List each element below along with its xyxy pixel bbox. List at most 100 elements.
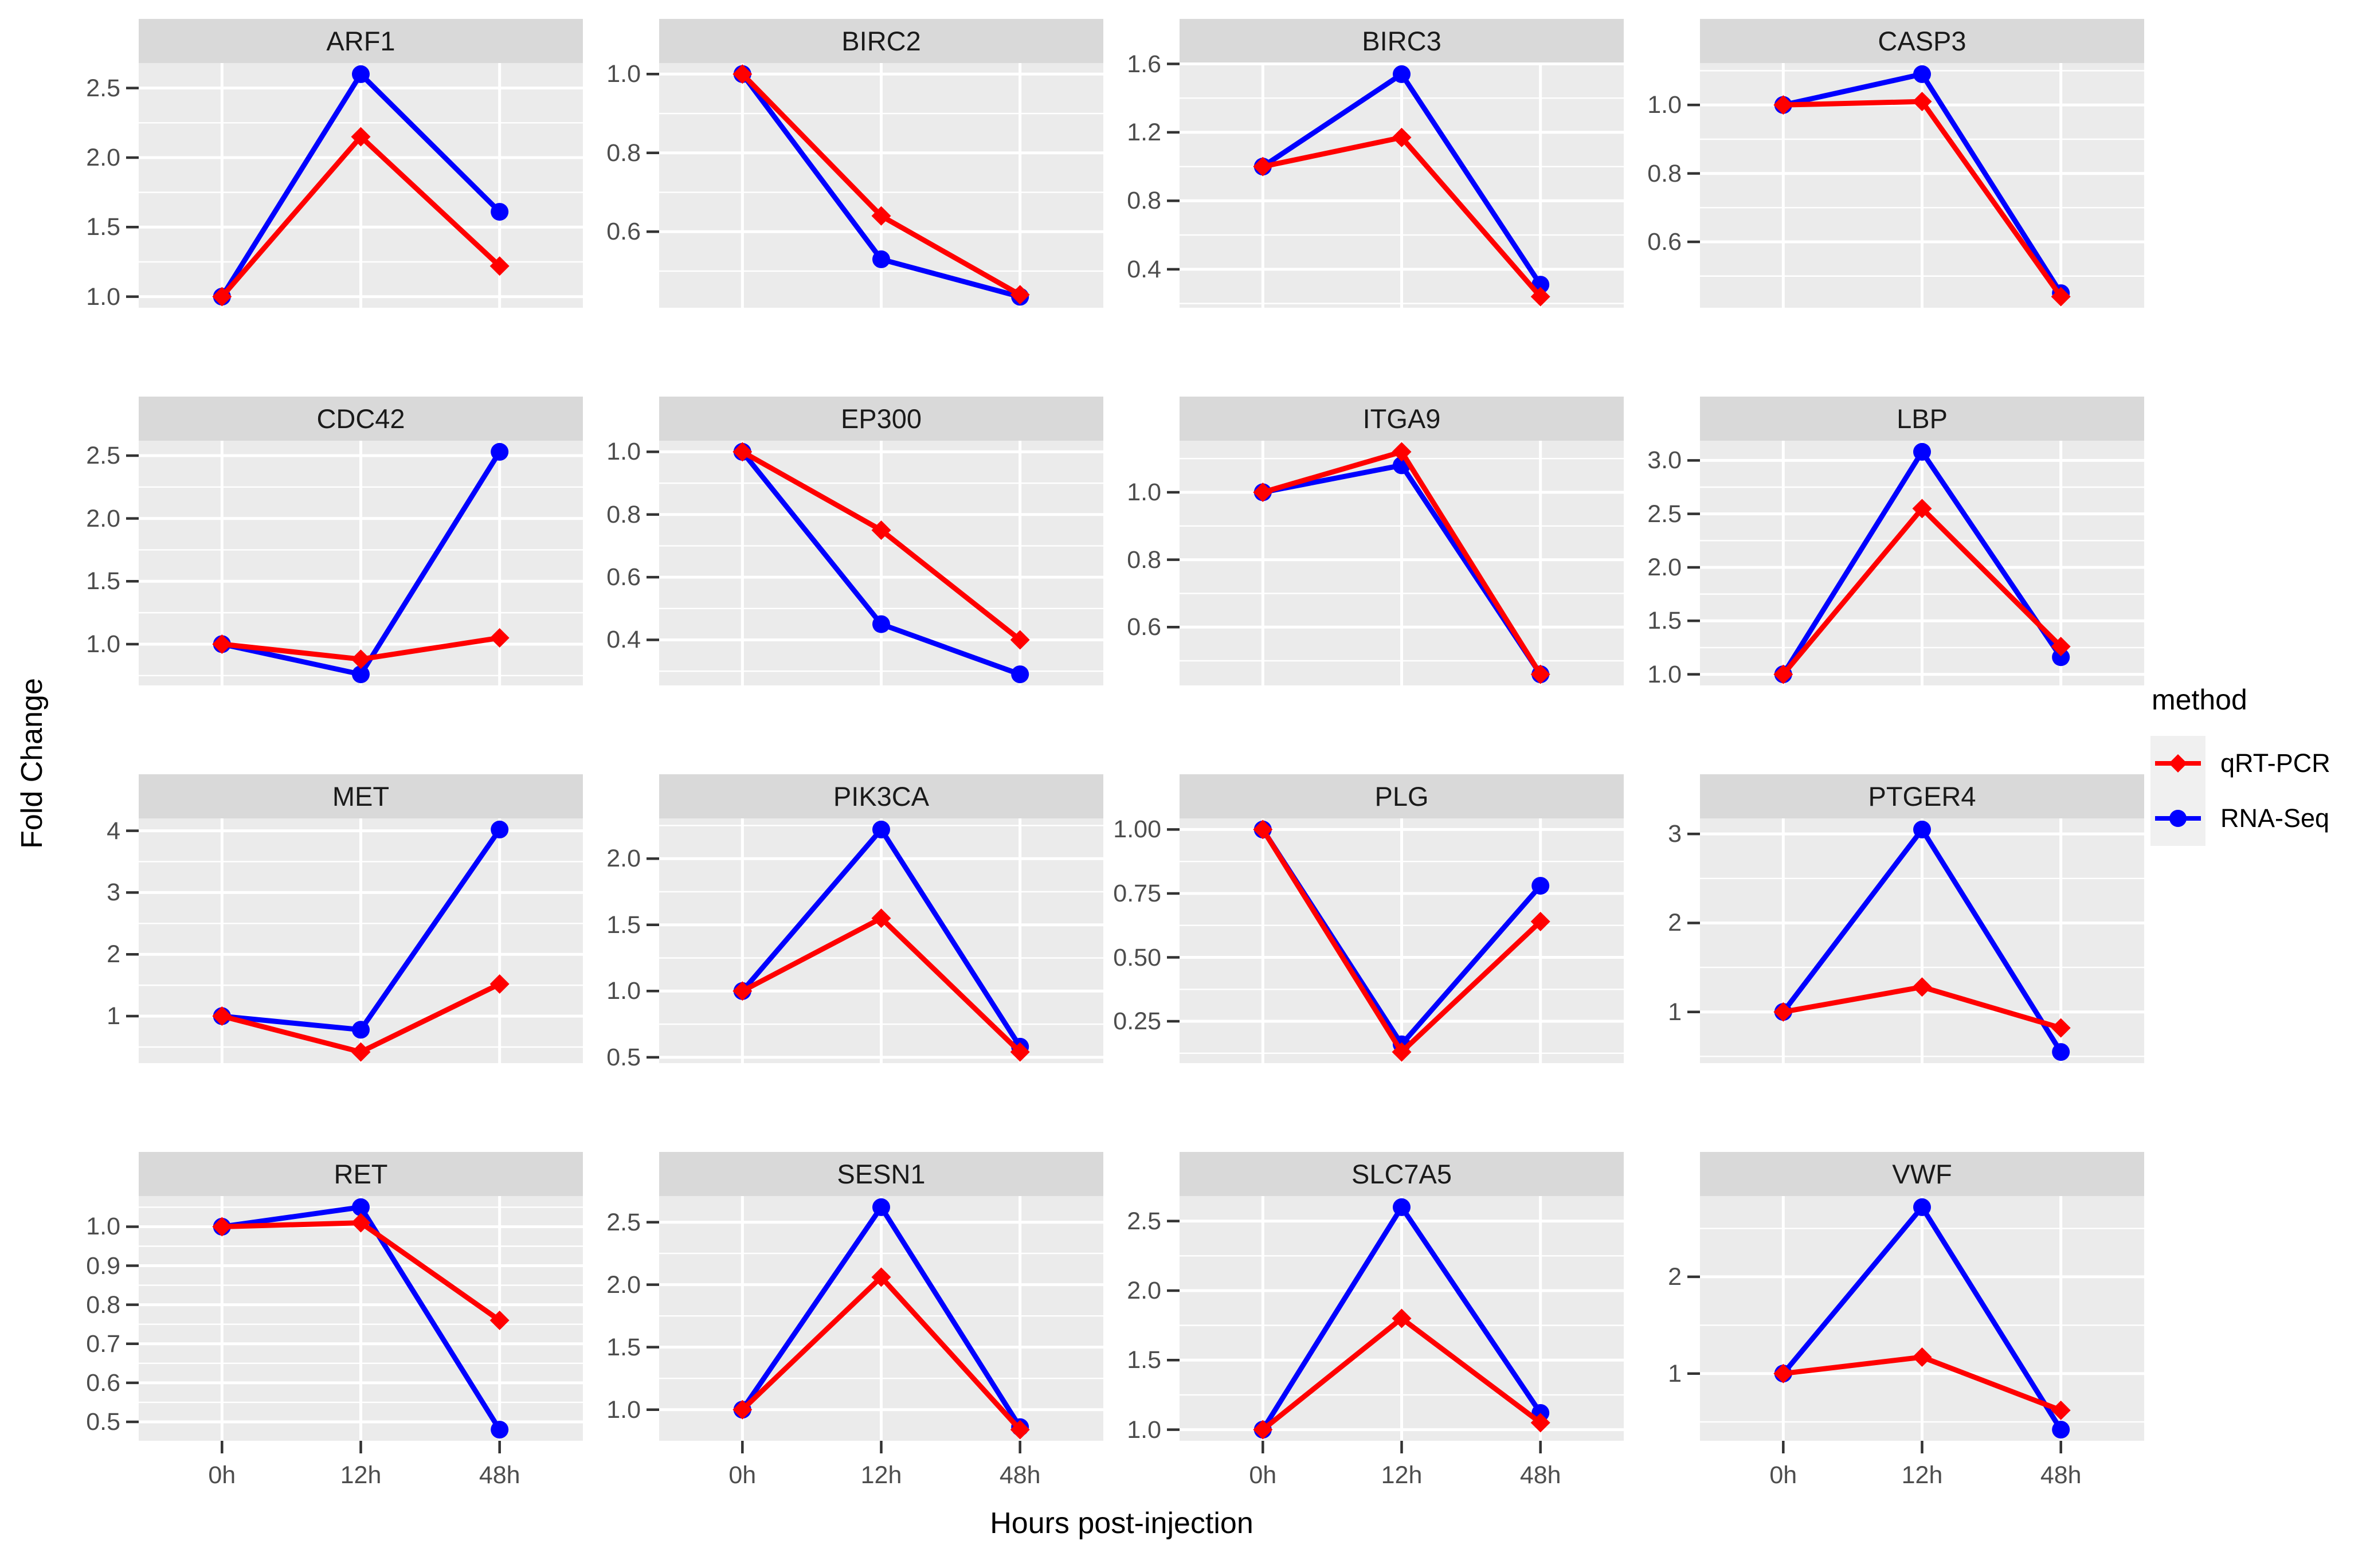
facet-panel <box>647 818 1103 1063</box>
facet-title: VWF <box>1892 1159 1952 1189</box>
y-tick-label: 0.6 <box>1127 613 1161 641</box>
y-tick-label: 0.4 <box>1127 255 1161 283</box>
facet-panel <box>1167 818 1624 1063</box>
y-tick-label: 0.8 <box>606 139 641 167</box>
y-tick-label: 1.5 <box>86 567 120 595</box>
facet-strip: CDC42 <box>139 397 583 441</box>
y-tick-label: 1.6 <box>1127 50 1161 78</box>
y-axis-tick-labels: 0.5 0.6 0.7 0.8 0.9 1.0 <box>75 1196 139 1441</box>
y-tick-label: 2.0 <box>86 143 120 171</box>
y-tick-label: 0.6 <box>86 1369 120 1397</box>
x-axis-tick-labels: 0h 12h 48h <box>1180 1441 1624 1510</box>
x-tick-label: 48h <box>999 1461 1041 1489</box>
x-axis-title: Hours post-injection <box>990 1507 1253 1540</box>
facet-CASP3: CASP3 0.6 0.8 1.0 <box>1636 19 2144 397</box>
y-tick-label: 3 <box>107 879 120 907</box>
x-tick-label: 12h <box>1901 1461 1943 1489</box>
x-tick-label: 12h <box>860 1461 902 1489</box>
facet-PIK3CA: PIK3CA 0.5 1.0 1.5 2.0 <box>595 774 1103 1152</box>
x-tick-label: 48h <box>479 1461 520 1489</box>
y-tick-label: 1.00 <box>1113 816 1161 844</box>
facet-strip: ARF1 <box>139 19 583 63</box>
y-tick-label: 1.0 <box>1127 478 1161 506</box>
x-axis-tick-labels: 0h 12h 48h <box>139 1441 583 1510</box>
y-tick-label: 1.0 <box>1127 1416 1161 1444</box>
facet-panel <box>126 818 583 1063</box>
facet-SESN1: SESN1 1.0 1.5 2.0 2.5 0h 12h 48h <box>595 1152 1103 1530</box>
facet-title: RET <box>334 1159 388 1189</box>
facet-panel <box>1167 62 1624 308</box>
y-tick-label: 1.0 <box>606 977 641 1005</box>
y-axis-tick-labels: 0.4 0.8 1.2 1.6 <box>1115 50 1180 308</box>
facet-strip: MET <box>139 774 583 818</box>
y-tick-label: 0.8 <box>1127 546 1161 574</box>
facet-strip: PLG <box>1180 774 1624 818</box>
y-tick-label: 2 <box>1668 1263 1682 1291</box>
facet-title: CASP3 <box>1878 26 1966 56</box>
facet-title: BIRC2 <box>841 26 921 56</box>
y-tick-label: 1.0 <box>606 438 641 466</box>
x-tick-label: 48h <box>2040 1461 2082 1489</box>
facet-title: LBP <box>1897 403 1948 434</box>
y-tick-label: 3.0 <box>1647 446 1682 475</box>
y-tick-label: 2 <box>1668 909 1682 937</box>
y-tick-label: 1.2 <box>1127 118 1161 146</box>
y-tick-label: 2.5 <box>86 74 120 102</box>
y-tick-label: 0.8 <box>1647 159 1682 187</box>
facet-ITGA9: ITGA9 0.6 0.8 1.0 <box>1115 397 1624 774</box>
y-tick-label: 0.8 <box>606 500 641 528</box>
facet-title: PLG <box>1374 781 1429 812</box>
facet-title: PIK3CA <box>833 781 930 812</box>
y-tick-label: 2.0 <box>1127 1276 1161 1304</box>
x-axis-tick-labels: 0h 12h 48h <box>659 1441 1103 1510</box>
facet-PTGER4: PTGER4 1 2 3 <box>1636 774 2144 1152</box>
x-tick-label: 0h <box>728 1461 757 1489</box>
y-axis-tick-labels: 1.0 1.5 2.0 2.5 <box>1115 1196 1180 1444</box>
y-tick-label: 0.25 <box>1113 1008 1161 1036</box>
y-axis-tick-labels: 1.0 1.5 2.0 2.5 <box>595 1196 659 1441</box>
y-tick-label: 0.6 <box>1647 228 1682 256</box>
y-tick-label: 0.6 <box>606 218 641 246</box>
facet-panel <box>647 1196 1103 1453</box>
x-axis-tick-labels: 0h 12h 48h <box>1700 1441 2144 1510</box>
facet-title: MET <box>332 781 390 812</box>
facet-panel <box>126 63 583 308</box>
legend-key-diamond-icon <box>2150 736 2205 791</box>
y-axis-tick-labels: 0.4 0.6 0.8 1.0 <box>595 438 659 685</box>
facet-strip: VWF <box>1700 1152 2144 1196</box>
x-tick-label: 0h <box>1769 1461 1797 1489</box>
facet-strip: PTGER4 <box>1700 774 2144 818</box>
y-tick-label: 2.5 <box>86 442 120 469</box>
facet-title: ITGA9 <box>1362 403 1441 434</box>
legend-item-label: qRT-PCR <box>2220 748 2330 778</box>
y-axis-tick-labels: 1.0 1.5 2.0 2.5 <box>75 441 139 685</box>
y-tick-label: 0.5 <box>86 1408 120 1436</box>
facet-title: SLC7A5 <box>1351 1159 1452 1189</box>
legend-items: qRT-PCR RNA-Seq <box>2150 736 2368 846</box>
legend-item-RNA-Seq: RNA-Seq <box>2150 791 2368 846</box>
y-tick-label: 0.7 <box>86 1330 120 1358</box>
facet-strip: SLC7A5 <box>1180 1152 1624 1196</box>
y-tick-label: 2 <box>107 940 120 969</box>
y-tick-label: 1.0 <box>606 1395 641 1424</box>
facet-BIRC3: BIRC3 0.4 0.8 1.2 1.6 <box>1115 19 1624 397</box>
facet-panel <box>1687 1196 2144 1453</box>
y-tick-label: 2.5 <box>606 1208 641 1236</box>
y-tick-label: 0.4 <box>606 626 641 654</box>
y-axis-tick-labels: 1.0 1.5 2.0 2.5 3.0 <box>1636 441 1700 688</box>
y-tick-label: 0.5 <box>606 1043 641 1071</box>
facet-panel <box>1167 1196 1624 1453</box>
y-axis-tick-labels: 0.5 1.0 1.5 2.0 <box>595 818 659 1071</box>
facet-panel <box>1167 441 1624 685</box>
y-tick-label: 2.0 <box>606 1271 641 1299</box>
y-axis-tick-labels: 0.25 0.50 0.75 1.00 <box>1113 816 1180 1063</box>
y-axis-tick-labels: 0.6 0.8 1.0 <box>1115 441 1180 685</box>
facet-title: CDC42 <box>316 403 405 434</box>
facet-RET: RET 0.5 0.6 0.7 0.8 0.9 1.0 0h 12h 48h <box>75 1152 583 1530</box>
facet-title: SESN1 <box>837 1159 926 1189</box>
facet-strip: BIRC3 <box>1180 19 1624 63</box>
x-tick-label: 12h <box>1381 1461 1423 1489</box>
facet-strip: CASP3 <box>1700 19 2144 63</box>
